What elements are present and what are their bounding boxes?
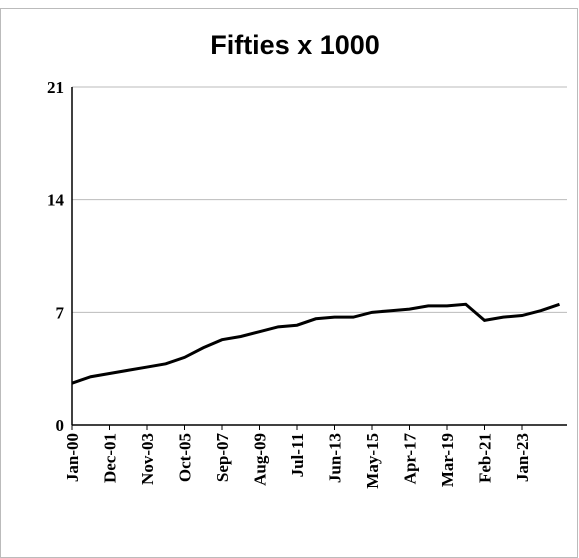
x-tick-label: Mar-19	[438, 433, 457, 487]
x-tick-label: Jan-23	[513, 433, 532, 482]
chart-title: Fifties x 1000	[210, 30, 380, 60]
x-tick-label: Aug-09	[251, 433, 270, 486]
x-tick-label: Oct-05	[176, 433, 195, 482]
y-tick-label: 21	[47, 78, 64, 97]
x-tick-label: Jan-00	[63, 433, 82, 482]
x-tick-label: Jul-11	[288, 433, 307, 477]
x-tick-label: Feb-21	[476, 433, 495, 483]
y-tick-label: 7	[56, 303, 65, 322]
x-tick-label: Apr-17	[401, 433, 420, 485]
y-tick-label: 0	[56, 416, 65, 435]
x-tick-label: Jun-13	[326, 433, 345, 483]
x-tick-label: Sep-07	[213, 433, 232, 483]
x-tick-label: Dec-01	[101, 433, 120, 483]
x-tick-label: Nov-03	[138, 433, 157, 485]
x-tick-label: May-15	[363, 433, 382, 489]
line	[71, 302, 560, 385]
y-tick-label: 14	[47, 191, 65, 210]
